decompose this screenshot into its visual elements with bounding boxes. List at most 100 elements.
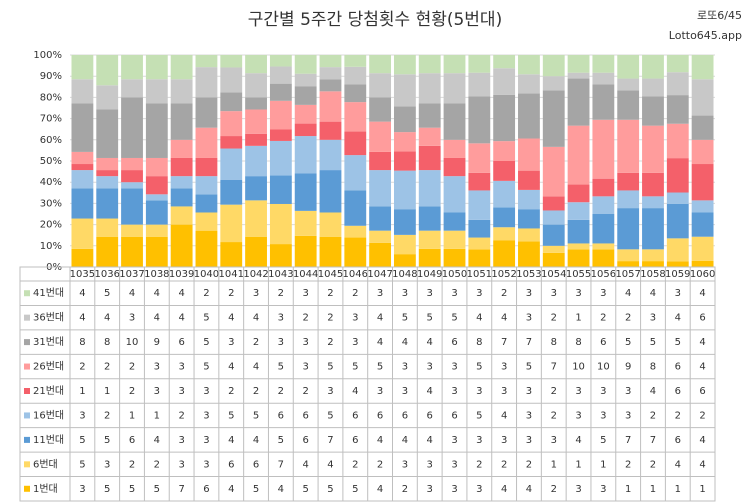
bar-segment xyxy=(592,119,615,179)
bar-segment xyxy=(369,170,392,207)
table-cell: 3 xyxy=(402,459,408,470)
table-cell: 7 xyxy=(501,337,507,348)
bar-segment xyxy=(691,79,714,116)
bar-segment xyxy=(642,249,664,262)
bar-segment xyxy=(468,55,491,73)
table-cell: 2 xyxy=(327,288,333,299)
table-cell: 5 xyxy=(451,313,457,324)
table-cell: 2 xyxy=(327,337,333,348)
bar-segment xyxy=(443,139,466,158)
table-cell: 5 xyxy=(253,410,259,421)
bar-segment xyxy=(691,200,714,213)
bar-segment xyxy=(96,85,119,110)
bar-segment xyxy=(642,78,664,97)
table-cell: 3 xyxy=(278,313,284,324)
bar-segment xyxy=(567,184,590,203)
bar-segment xyxy=(518,241,540,267)
bar-segment xyxy=(642,208,664,250)
table-cell: 7 xyxy=(650,435,656,446)
table-cell: 4 xyxy=(302,459,308,470)
bar-segment xyxy=(617,55,640,79)
bar-segment xyxy=(145,176,168,195)
bar-segment xyxy=(567,78,590,126)
table-cell: 8 xyxy=(575,337,581,348)
bar-segment xyxy=(418,230,441,249)
table-cell: 3 xyxy=(476,386,482,397)
table-cell: 4 xyxy=(650,288,656,299)
table-cell: 4 xyxy=(625,288,631,299)
table-cell: 4 xyxy=(228,435,234,446)
y-tick-label: 50% xyxy=(40,156,62,167)
table-cell: 6 xyxy=(253,459,259,470)
bar-segment xyxy=(592,84,615,120)
legend-label: 31번대 xyxy=(33,336,64,348)
table-cell: 3 xyxy=(178,386,184,397)
table-cell: 5 xyxy=(302,484,308,495)
bar-segment xyxy=(71,103,94,152)
bar-segment xyxy=(195,67,218,98)
bar-segment xyxy=(96,188,119,219)
table-cell: 2 xyxy=(551,313,557,324)
table-cell: 1 xyxy=(154,410,160,421)
table-cell: 7 xyxy=(178,484,184,495)
table-cell: 3 xyxy=(377,288,383,299)
table-cell: 3 xyxy=(526,410,532,421)
y-tick-label: 80% xyxy=(40,92,62,103)
bar-segment xyxy=(195,212,218,231)
table-cell: 5 xyxy=(650,337,656,348)
bar-segment xyxy=(195,55,218,68)
bar-segment xyxy=(493,207,516,228)
bar-segment xyxy=(418,206,441,231)
table-cell: 7 xyxy=(278,459,284,470)
table-cell: 5 xyxy=(203,337,209,348)
y-tick-label: 60% xyxy=(40,135,62,146)
table-cell: 3 xyxy=(154,362,160,373)
bar-segment xyxy=(294,235,317,267)
table-cell: 2 xyxy=(551,484,557,495)
table-cell: 5 xyxy=(104,288,110,299)
bar-segment xyxy=(666,203,689,239)
table-cell: 2 xyxy=(402,484,408,495)
bar-segment xyxy=(542,245,565,253)
bar-segment xyxy=(493,240,516,267)
bar-segment xyxy=(567,202,590,220)
bar-segment xyxy=(245,73,267,98)
table-cell: 6 xyxy=(699,386,705,397)
table-cell: 3 xyxy=(203,386,209,397)
legend-label: 16번대 xyxy=(33,409,64,421)
table-cell: 5 xyxy=(625,337,631,348)
table-cell: 4 xyxy=(253,313,259,324)
x-tick-label: 1058 xyxy=(640,269,665,280)
bar-segment xyxy=(245,55,267,74)
bar-segment xyxy=(666,72,689,96)
legend-swatch xyxy=(24,412,30,419)
bar-segment xyxy=(418,103,441,128)
table-cell: 4 xyxy=(526,484,532,495)
bar-segment xyxy=(518,55,540,75)
bar-segment xyxy=(393,234,416,255)
bar-segment xyxy=(592,72,615,85)
table-cell: 3 xyxy=(600,484,606,495)
bar-segment xyxy=(220,111,243,137)
bar-segment xyxy=(493,55,516,69)
bar-segment xyxy=(518,74,540,94)
table-cell: 3 xyxy=(501,435,507,446)
bar-segment xyxy=(493,68,516,95)
table-cell: 4 xyxy=(501,313,507,324)
table-cell: 4 xyxy=(228,484,234,495)
table-cell: 2 xyxy=(104,410,110,421)
bar-segment xyxy=(71,218,94,249)
table-cell: 5 xyxy=(327,410,333,421)
table-cell: 2 xyxy=(699,410,705,421)
table-cell: 6 xyxy=(352,410,358,421)
bar-segment xyxy=(443,73,466,104)
bar-segment xyxy=(145,236,168,267)
bar-segment xyxy=(195,230,218,267)
x-tick-label: 1060 xyxy=(690,269,715,280)
bar-segment xyxy=(319,139,342,171)
bar-segment xyxy=(418,73,441,104)
table-cell: 5 xyxy=(352,484,358,495)
bar-segment xyxy=(443,103,466,140)
bar-segment xyxy=(121,97,143,158)
table-cell: 5 xyxy=(675,337,681,348)
